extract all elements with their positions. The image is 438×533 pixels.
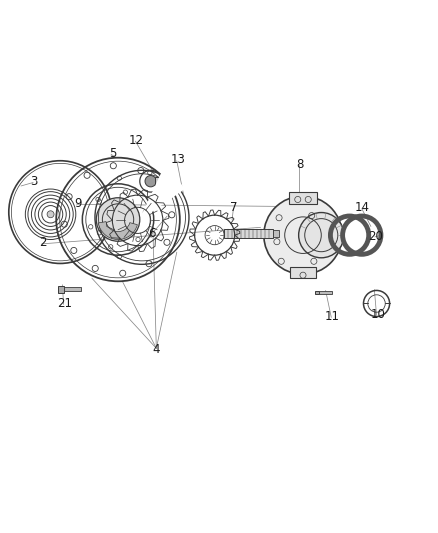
Circle shape bbox=[47, 211, 54, 218]
Text: 6: 6 bbox=[148, 228, 155, 240]
Wedge shape bbox=[98, 222, 138, 239]
Wedge shape bbox=[142, 172, 183, 217]
Text: 13: 13 bbox=[170, 154, 185, 166]
Text: 12: 12 bbox=[129, 134, 144, 147]
Bar bbox=[64, 287, 81, 291]
Text: 5: 5 bbox=[109, 147, 116, 160]
Circle shape bbox=[264, 196, 342, 274]
Text: 4: 4 bbox=[152, 343, 159, 356]
Text: 21: 21 bbox=[57, 297, 72, 310]
Bar bbox=[224, 229, 273, 238]
Circle shape bbox=[145, 175, 156, 187]
Text: 3: 3 bbox=[30, 175, 38, 188]
Text: 10: 10 bbox=[371, 308, 385, 321]
Text: 14: 14 bbox=[355, 201, 370, 214]
Circle shape bbox=[299, 213, 344, 258]
Text: 8: 8 bbox=[296, 158, 303, 171]
Text: 9: 9 bbox=[74, 197, 81, 210]
Bar bbox=[155, 177, 165, 185]
Bar bbox=[315, 291, 319, 294]
Text: 11: 11 bbox=[325, 310, 339, 323]
Circle shape bbox=[96, 198, 140, 241]
Bar bbox=[289, 192, 317, 204]
Bar bbox=[58, 286, 64, 293]
Text: 20: 20 bbox=[368, 230, 383, 243]
Text: 2: 2 bbox=[39, 236, 46, 249]
Text: 7: 7 bbox=[230, 201, 238, 214]
Bar bbox=[290, 267, 316, 278]
Bar bbox=[273, 230, 279, 237]
Bar bbox=[319, 292, 332, 294]
